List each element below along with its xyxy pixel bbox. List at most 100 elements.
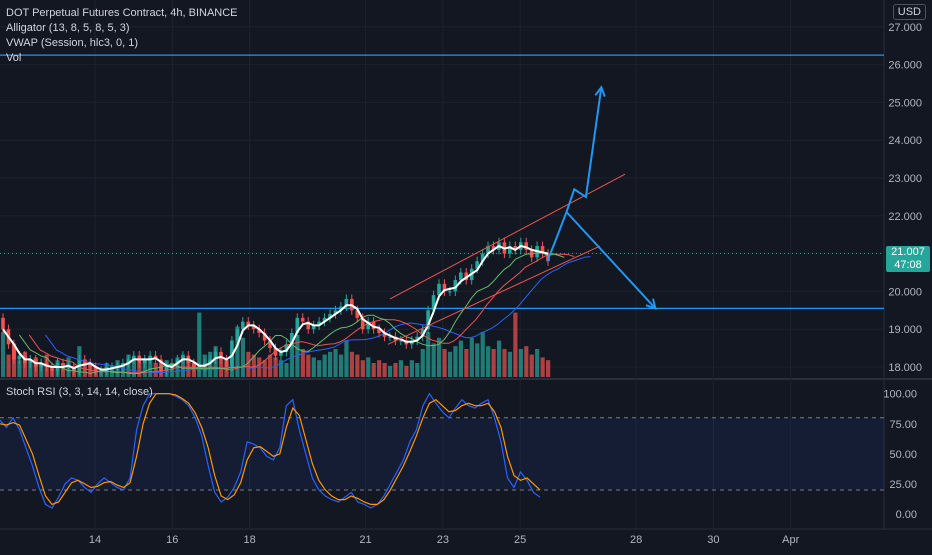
candle-body [208, 359, 212, 364]
volume-bar [235, 326, 240, 377]
price-tick-label: 27.000 [888, 22, 922, 34]
volume-bar [458, 340, 463, 377]
candle-body [17, 355, 22, 360]
candle-body [513, 246, 518, 250]
candle-body [328, 314, 332, 318]
candle-body [420, 329, 425, 337]
time-tick-label: 18 [243, 534, 255, 546]
candle-body [159, 359, 163, 371]
candle-body [181, 355, 185, 360]
time-tick-label: Apr [782, 534, 799, 546]
candle-countdown: 47:08 [894, 259, 922, 271]
projection-drawing[interactable] [546, 85, 657, 310]
candle-body [491, 246, 496, 250]
candle-body [175, 359, 180, 364]
stoch-d-line [0, 393, 541, 506]
candle-body [39, 363, 43, 367]
volume-bar [415, 363, 420, 377]
price-tick-label: 18.000 [888, 362, 922, 374]
stoch-rsi-label[interactable]: Stoch RSI (3, 3, 14, 14, close) [6, 386, 153, 398]
volume-bar [289, 343, 295, 377]
trend-channel[interactable] [387, 173, 626, 345]
candle-body [50, 367, 54, 371]
volume-bar [148, 357, 153, 377]
symbol-title[interactable]: DOT Perpetual Futures Contract, 4h, BINA… [6, 7, 238, 19]
currency-button[interactable]: USD [892, 4, 926, 20]
volume-bar [131, 357, 136, 377]
volume-bar [317, 360, 322, 377]
candle-body [382, 332, 387, 337]
candle-body [148, 355, 152, 360]
volume-bar [377, 360, 382, 377]
bearish-projection-path [565, 211, 657, 310]
volume-bar [437, 337, 442, 377]
volume-bar [513, 312, 518, 377]
candle-body [300, 317, 305, 322]
last-price-tag: 21.007 47:08 [886, 246, 930, 272]
volume-bar [382, 363, 387, 377]
volume-bar [17, 360, 22, 377]
volume-bar [240, 337, 245, 377]
candle-body [360, 317, 365, 330]
volume-bar [540, 357, 545, 377]
price-tick-label: 25.000 [888, 97, 922, 109]
candle-body [224, 359, 229, 367]
price-axis[interactable]: 18.00019.00020.00021.00022.00023.00024.0… [883, 22, 922, 521]
alligator-label[interactable]: Alligator (13, 8, 5, 8, 5, 3) [6, 22, 130, 34]
volume-bar [426, 332, 431, 377]
volume-bar [404, 365, 409, 377]
candle-body [306, 321, 310, 330]
volume-bar [431, 343, 436, 377]
rsi-tick-label: 100.00 [883, 389, 917, 401]
candle-body [524, 242, 528, 250]
volume-bar [295, 335, 300, 377]
volume-bar [180, 354, 186, 377]
volume-bar [284, 363, 289, 377]
price-tick-label: 24.000 [888, 135, 922, 147]
time-tick-label: 16 [166, 534, 178, 546]
volume-bar [246, 351, 251, 377]
volume-bar [507, 351, 513, 377]
volume-bar [469, 337, 474, 377]
time-tick-label: 23 [437, 534, 449, 546]
volume-bar [344, 340, 349, 377]
volume-bar [398, 360, 404, 377]
candle-body [191, 363, 196, 367]
time-axis[interactable]: 14 16 18 21 23 25 28 30 Apr [89, 534, 800, 546]
vwap-label[interactable]: VWAP (Session, hlc3, 0, 1) [6, 37, 139, 49]
candle-body [126, 359, 131, 364]
rsi-band-fill [0, 417, 884, 490]
volume-bar [142, 360, 147, 377]
volume-bar [251, 354, 256, 377]
volume-bar [273, 357, 278, 377]
volume-bar [453, 346, 458, 377]
horizontal-price-lines[interactable] [0, 54, 884, 310]
candle-body [142, 359, 147, 364]
rsi-tick-label: 0.00 [896, 509, 917, 521]
candle-body [132, 355, 136, 360]
candle-body [426, 310, 430, 330]
volume-bar [529, 354, 534, 377]
candle-body [399, 340, 403, 342]
volume-bar [355, 354, 360, 377]
volume-bar [491, 349, 496, 377]
volume-bar [306, 354, 311, 377]
volume-bar [546, 360, 551, 377]
candle-body [508, 246, 512, 254]
volume-bar [502, 349, 507, 377]
volume-bar [28, 363, 33, 377]
volume-label[interactable]: Vol [6, 52, 22, 64]
indicator-legend: DOT Perpetual Futures Contract, 4h, BINA… [6, 6, 238, 66]
channel-lower-line [387, 245, 601, 345]
candle-body [475, 261, 479, 269]
candle-body [257, 329, 261, 333]
candle-body [464, 272, 469, 281]
candle-body [262, 332, 267, 341]
time-tick-label: 25 [514, 534, 526, 546]
volume-bar [322, 354, 327, 377]
candle-body [246, 321, 251, 326]
candle-body [268, 340, 272, 349]
candle-body [241, 321, 245, 330]
